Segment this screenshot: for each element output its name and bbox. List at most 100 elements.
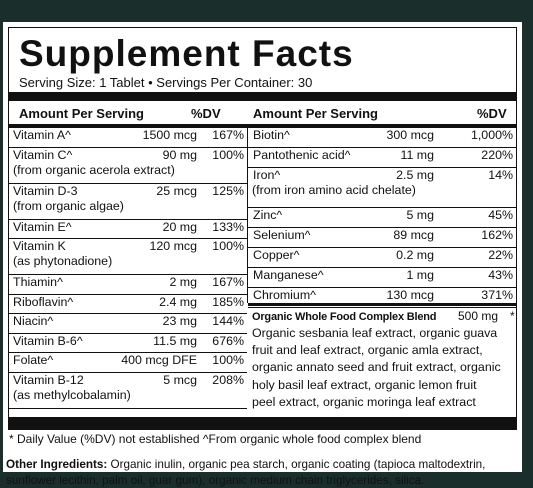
nutrient-name: Pantothenic acid^ [253, 148, 350, 163]
nutrient-dv: 100% [212, 353, 244, 368]
nutrient-amount: 11.5 mg [153, 334, 197, 349]
nutrient-name: Chromium^ [253, 288, 316, 303]
nutrient-source: (from organic acerola extract) [13, 163, 175, 178]
nutrient-name: Vitamin B-6^ [13, 334, 83, 349]
nutrient-dv: 162% [481, 228, 513, 243]
other-ingredients-label: Other Ingredients: [6, 458, 107, 471]
nutrient-amount: 2 mg [169, 275, 197, 290]
nutrient-name: Biotin^ [253, 128, 290, 143]
nutrient-amount: 0.2 mg [396, 248, 434, 263]
footnote: * Daily Value (%DV) not established ^Fro… [9, 432, 421, 446]
nutrient-amount: 11 mg [400, 148, 434, 163]
nutrient-amount: 2.4 mg [159, 295, 197, 310]
blend-ingredient-line: holy basil leaf extract, organic lemon f… [252, 378, 477, 393]
nutrient-dv: 371% [481, 288, 513, 303]
other-ingredients: Other Ingredients: Organic inulin, organ… [6, 457, 521, 488]
blend-ingredient-line: fruit and leaf extract, organic amla ext… [252, 343, 483, 358]
nutrient-source: (from iron amino acid chelate) [252, 183, 416, 198]
nutrient-dv: 167% [212, 128, 244, 143]
nutrient-row: Iron^ 2.5 mg 14% (from iron amino acid chel… [248, 168, 516, 208]
nutrient-name: Vitamin D-3 [13, 184, 78, 199]
nutrient-dv: 100% [212, 239, 244, 254]
blend-section: Organic Whole Food Complex Blend 500 mg … [248, 303, 516, 306]
nutrient-name: Copper^ [253, 248, 299, 263]
nutrient-name: Folate^ [13, 353, 53, 368]
nutrient-row: Vitamin B-6^ 11.5 mg 676% [9, 334, 247, 354]
nutrient-amount: 130 mcg [386, 288, 434, 303]
nutrient-name: Vitamin C^ [13, 148, 72, 163]
nutrient-name: Manganese^ [253, 268, 324, 283]
nutrient-name: Zinc^ [253, 208, 282, 223]
nutrient-row: Vitamin B-12 5 mcg 208% (as methylcobalamin… [9, 373, 247, 409]
nutrient-amount: 1500 mcg [143, 128, 197, 143]
nutrient-source: (from organic algae) [13, 199, 124, 214]
nutrient-name: Vitamin K [13, 239, 66, 254]
nutrient-dv: 185% [212, 295, 244, 310]
nutrient-name: Vitamin E^ [13, 220, 72, 235]
nutrient-name: Riboflavin^ [13, 295, 73, 310]
nutrient-source: (as methylcobalamin) [13, 388, 131, 403]
nutrient-dv: 22% [488, 248, 513, 263]
dv-header-right: %DV [477, 106, 507, 122]
blend-ingredient-line: Organic sesbania leaf extract, organic g… [252, 326, 497, 341]
dv-header-left: %DV [191, 106, 221, 122]
nutrient-dv: 144% [212, 314, 244, 329]
nutrient-amount: 400 mcg DFE [121, 353, 197, 368]
nutrient-row: Biotin^ 300 mcg 1,000% [248, 128, 516, 148]
other-ingredients-text-1: Organic inulin, organic pea starch, orga… [107, 458, 485, 471]
blend-dv: * [510, 309, 515, 324]
thick-divider [9, 92, 516, 101]
supplement-facts-label: Supplement Facts Serving Size: 1 Tablet … [3, 22, 522, 472]
nutrient-row: Zinc^ 5 mg 45% [248, 208, 516, 228]
blend-name: Organic Whole Food Complex Blend [252, 311, 436, 323]
nutrient-dv: 133% [212, 220, 244, 235]
blend-heading: Organic Whole Food Complex Blend 500 mg … [252, 309, 436, 325]
serving-info: Serving Size: 1 Tablet • Servings Per Co… [19, 75, 312, 90]
nutrient-amount: 1 mg [406, 268, 434, 283]
nutrient-row: Copper^ 0.2 mg 22% [248, 248, 516, 268]
amount-header-left: Amount Per Serving [19, 106, 144, 122]
nutrient-name: Niacin^ [13, 314, 53, 329]
nutrient-amount: 2.5 mg [396, 168, 434, 183]
nutrient-row: Pantothenic acid^ 11 mg 220% [248, 148, 516, 168]
nutrient-amount: 20 mg [163, 220, 197, 235]
blend-ingredient-line: peel extract, organic moringa leaf extra… [252, 395, 476, 410]
nutrient-amount: 90 mg [163, 148, 197, 163]
nutrient-name: Iron^ [253, 168, 280, 183]
nutrient-amount: 120 mcg [149, 239, 197, 254]
nutrient-amount: 23 mg [163, 314, 197, 329]
blend-ingredient-line: organic annato seed and fruit extract, o… [252, 360, 501, 375]
nutrient-dv: 43% [488, 268, 513, 283]
nutrient-dv: 220% [481, 148, 513, 163]
nutrient-name: Vitamin B-12 [13, 373, 84, 388]
right-nutrient-column: Biotin^ 300 mcg 1,000% Pantothenic acid^ 11 … [248, 128, 516, 308]
nutrient-row: Folate^ 400 mcg DFE 100% [9, 353, 247, 373]
nutrient-dv: 1,000% [471, 128, 513, 143]
nutrient-amount: 300 mcg [386, 128, 434, 143]
blend-amount: 500 mg [458, 309, 498, 324]
nutrient-row: Niacin^ 23 mg 144% [9, 314, 247, 334]
nutrient-dv: 676% [212, 334, 244, 349]
nutrient-amount: 5 mg [406, 208, 434, 223]
nutrient-row: Vitamin E^ 20 mg 133% [9, 220, 247, 240]
nutrient-row: Manganese^ 1 mg 43% [248, 268, 516, 288]
nutrient-dv: 125% [212, 184, 244, 199]
nutrient-dv: 45% [488, 208, 513, 223]
nutrient-name: Thiamin^ [13, 275, 63, 290]
footer-divider [9, 417, 516, 430]
panel-title: Supplement Facts [19, 34, 354, 74]
facts-panel: Supplement Facts Serving Size: 1 Tablet … [8, 27, 517, 430]
nutrient-dv: 14% [488, 168, 513, 183]
nutrient-row: Vitamin C^ 90 mg 100% (from organic acerola… [9, 148, 247, 184]
nutrient-amount: 5 mcg [163, 373, 197, 388]
nutrient-dv: 208% [212, 373, 244, 388]
nutrient-row: Vitamin D-3 25 mcg 125% (from organic algae… [9, 184, 247, 220]
nutrient-amount: 89 mcg [393, 228, 434, 243]
nutrient-dv: 100% [212, 148, 244, 163]
nutrient-amount: 25 mcg [156, 184, 197, 199]
